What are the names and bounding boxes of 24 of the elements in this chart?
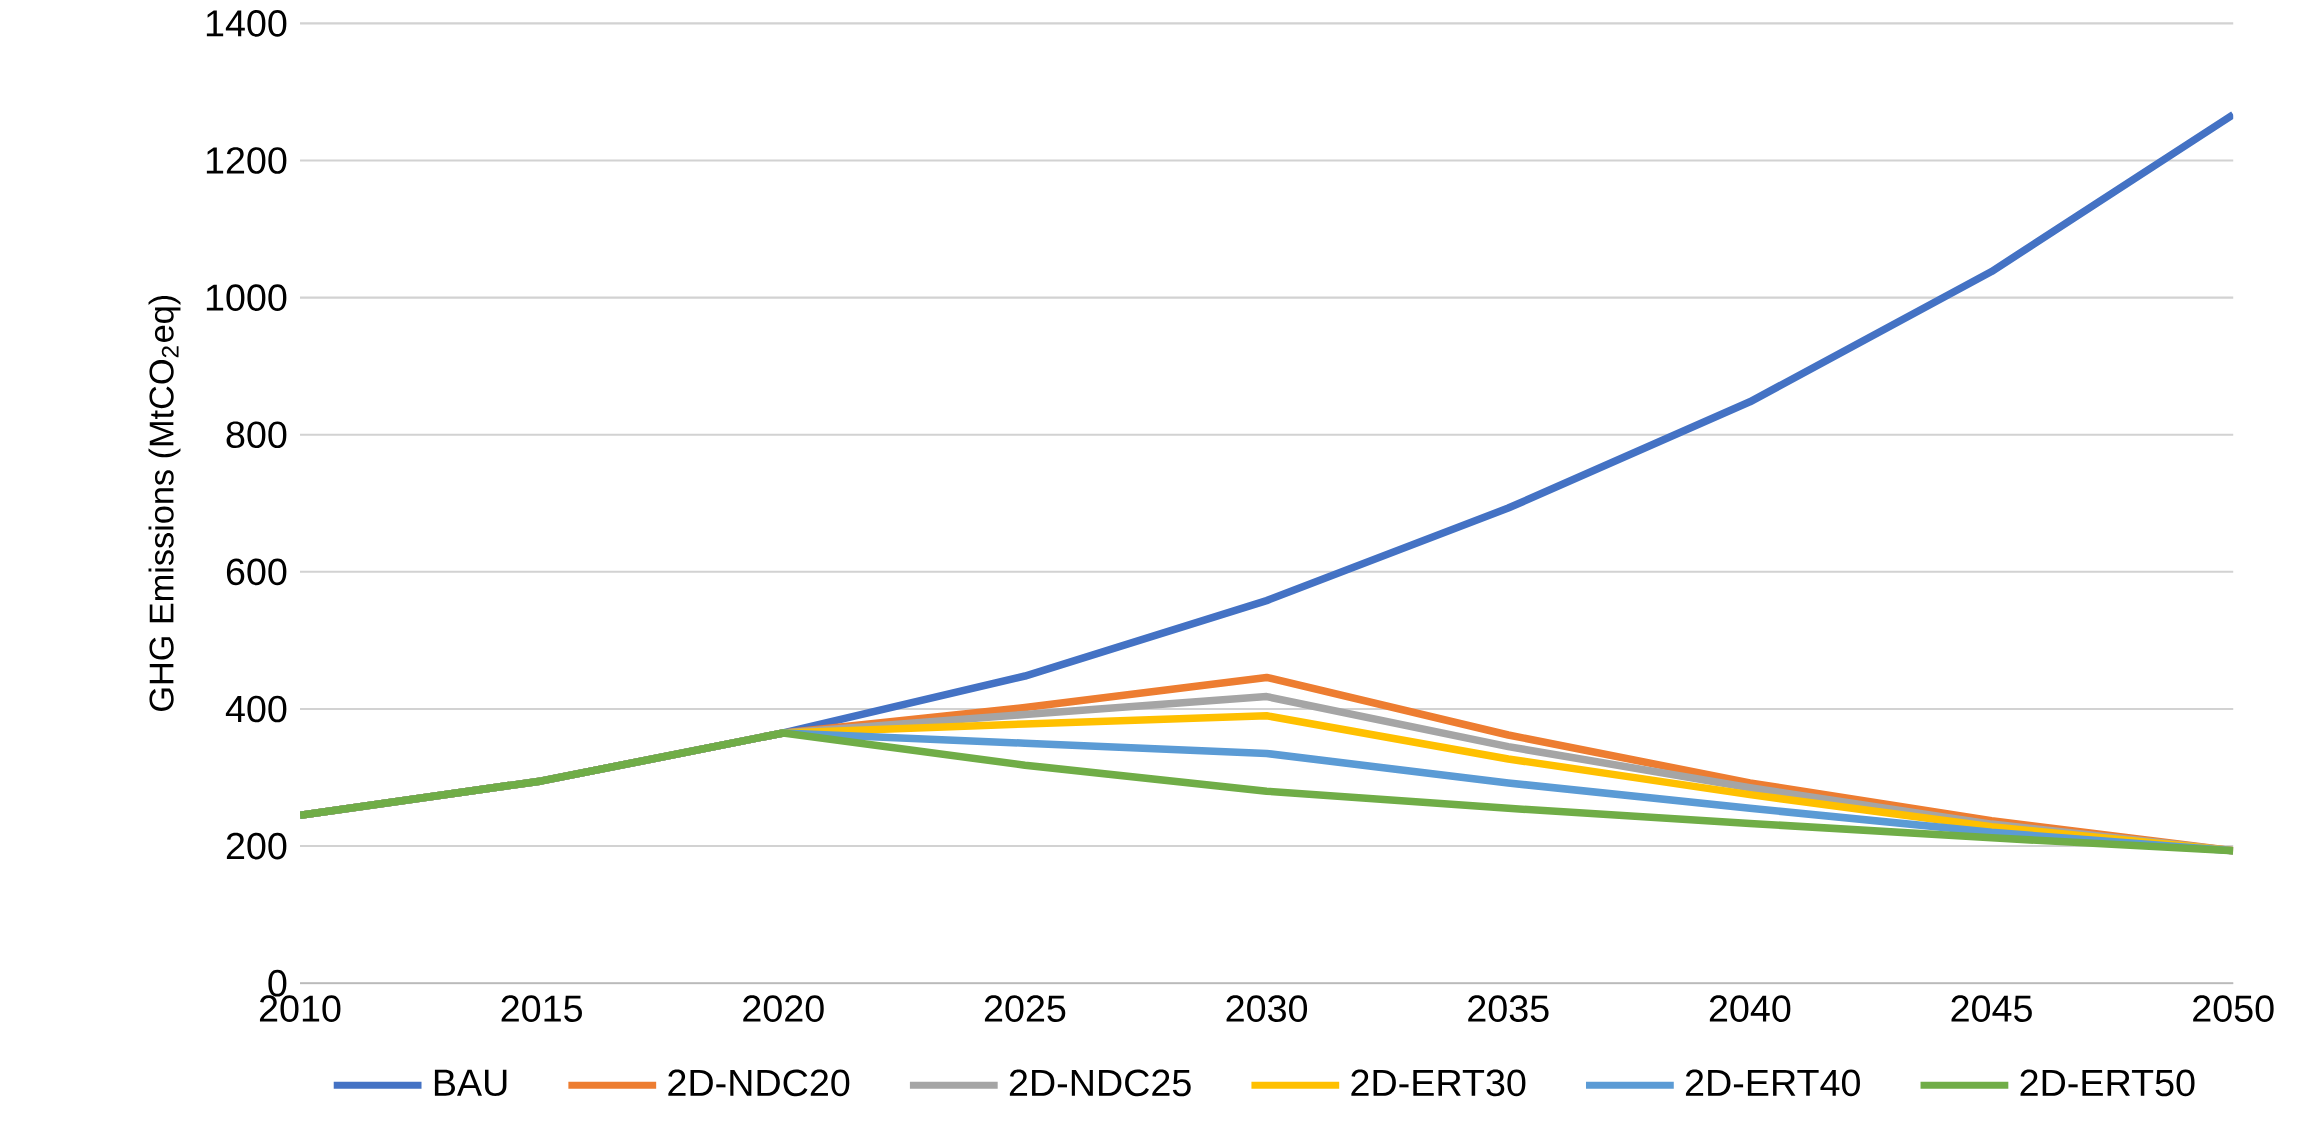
legend-label: 2D-NDC20 [668,1069,850,1097]
y-axis-title: GHG Emissions (MtCO$_{2}$eq) [148,296,181,712]
y-tick-label: 1000 [206,284,287,312]
legend-label: 2D-ERT30 [1351,1069,1526,1097]
x-tick-label: 2010 [259,995,341,1023]
x-tick-label: 2020 [743,995,824,1023]
x-tick-label: 2040 [1709,995,1791,1023]
x-tick-label: 2015 [501,995,582,1023]
legend-label: 2D-ERT50 [2020,1069,2195,1097]
y-tick-label: 600 [226,558,287,586]
y-tick-label: 0 [268,970,287,997]
y-tick-label: 800 [226,421,287,449]
y-tick-label: 400 [225,695,287,723]
x-tick-label: 2045 [1951,995,2032,1023]
x-tick-label: 2030 [1226,995,1308,1023]
legend-label: 2D-ERT40 [1685,1069,1860,1097]
legend-label: 2D-NDC25 [1009,1069,1191,1097]
legend-label: BAU [434,1069,507,1097]
x-tick-label: 2050 [2193,995,2274,1023]
x-tick-label: 2035 [1468,995,1549,1023]
y-tick-label: 200 [226,832,287,860]
y-tick-label: 1200 [206,147,287,175]
x-tick-label: 2025 [984,995,1066,1023]
y-tick-label: 1400 [206,10,287,37]
